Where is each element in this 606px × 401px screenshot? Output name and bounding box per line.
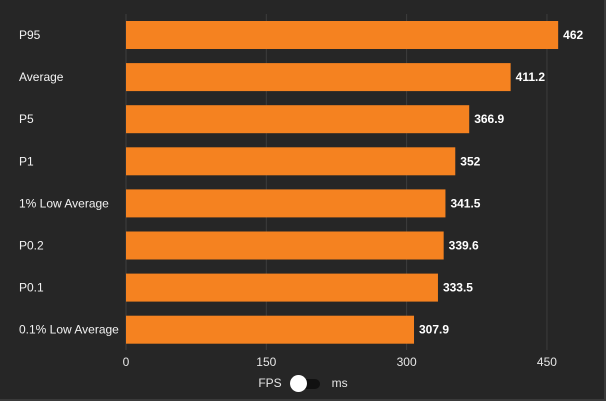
value-label: 462 [563, 28, 583, 42]
ms-label[interactable]: ms [331, 376, 348, 390]
bar[interactable] [126, 189, 446, 218]
bar[interactable] [126, 21, 559, 49]
value-label: 341.5 [450, 196, 480, 210]
bar[interactable] [126, 315, 415, 344]
bar[interactable] [126, 273, 438, 302]
x-axis-ticks: 0 150 300 450 [123, 355, 558, 369]
fps-ms-switch[interactable] [289, 375, 320, 392]
bars [126, 21, 559, 344]
value-label: 339.6 [449, 239, 479, 253]
category-label: P1 [19, 154, 34, 168]
value-label: 333.5 [443, 281, 473, 295]
category-label: P0.1 [19, 281, 44, 295]
bar[interactable] [126, 63, 511, 92]
category-label: 1% Low Average [19, 196, 109, 210]
category-labels: P95 Average P5 P1 1% Low Average P0.2 P0.1 0.1%… [19, 28, 119, 337]
x-tick-label: 450 [537, 355, 557, 369]
bar[interactable] [126, 231, 444, 260]
x-tick-label: 0 [123, 355, 130, 369]
category-label: P95 [19, 28, 41, 42]
value-labels: 462 411.2 366.9 352 341.5 339.6 333.5 307.9 [419, 28, 583, 337]
switch-track [293, 379, 320, 389]
x-tick-label: 150 [256, 355, 276, 369]
bar[interactable] [126, 147, 456, 176]
category-label: P0.2 [19, 239, 44, 253]
value-label: 411.2 [516, 70, 546, 84]
x-tick-label: 300 [397, 355, 417, 369]
right-border [604, 0, 606, 401]
value-label: 366.9 [474, 112, 504, 126]
bar[interactable] [126, 105, 470, 134]
category-label: 0.1% Low Average [19, 323, 119, 337]
bottom-border [0, 399, 606, 401]
bar-chart: P95 Average P5 P1 1% Low Average P0.2 P0.1 0.1%… [19, 14, 584, 369]
category-label: Average [19, 70, 64, 84]
value-label: 307.9 [419, 323, 449, 337]
category-label: P5 [19, 112, 34, 126]
value-label: 352 [460, 154, 480, 168]
switch-knob [289, 375, 307, 392]
fps-label[interactable]: FPS [258, 376, 282, 390]
unit-toggle: FPS ms [0, 373, 606, 393]
